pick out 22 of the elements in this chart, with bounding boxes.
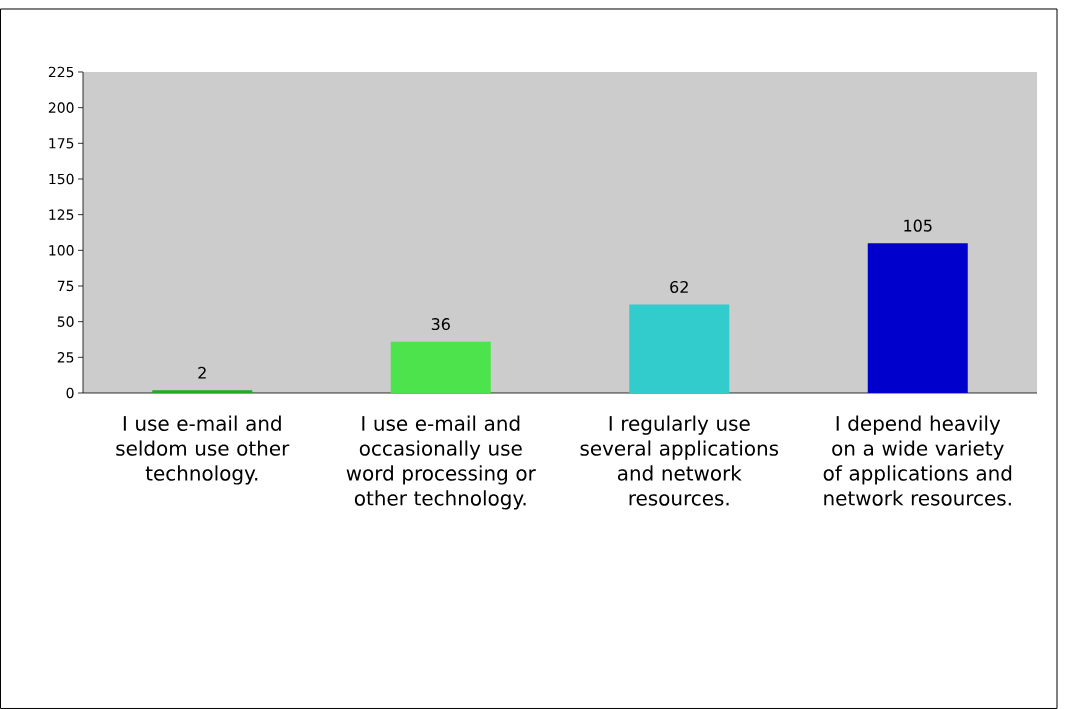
bar <box>629 304 730 393</box>
y-tick-label: 225 <box>48 66 74 78</box>
bar <box>867 243 968 393</box>
x-tick-label: I depend heavily on a wide variety of applications and network resources. <box>823 415 1012 506</box>
y-tick-label: 100 <box>49 245 74 256</box>
x-tick-label: I regularly use several applications and network resources. <box>580 415 779 506</box>
y-tick-label: 50 <box>57 316 74 327</box>
x-tick-label: I use e-mail and seldom use other technology. <box>116 415 290 485</box>
data-label: 36 <box>431 318 450 331</box>
bar <box>390 341 491 393</box>
y-tick-label: 75 <box>57 280 74 292</box>
data-label: 2 <box>198 366 206 379</box>
x-tick-label: I use e-mail and occasionally use word processing or other technology. <box>346 415 536 510</box>
y-tick-label: 25 <box>57 352 74 363</box>
data-label: 105 <box>904 219 932 232</box>
data-label: 62 <box>670 280 688 294</box>
y-tick-label: 175 <box>49 138 74 149</box>
y-tick-label: 0 <box>66 387 74 399</box>
y-tick-label: 150 <box>49 173 74 185</box>
y-tick-label: 125 <box>49 209 74 220</box>
y-tick-label: 200 <box>48 102 74 113</box>
bar <box>152 390 253 393</box>
